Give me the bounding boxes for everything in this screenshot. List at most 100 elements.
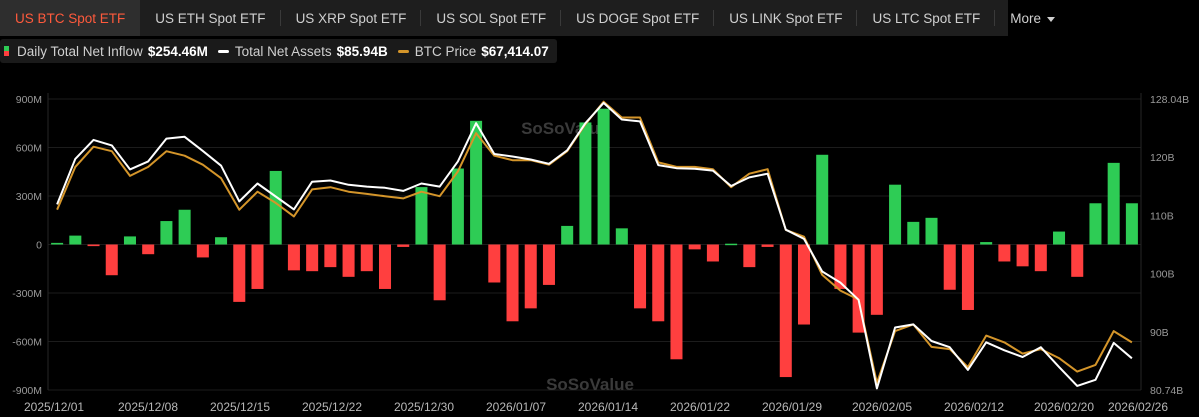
inflow-bar xyxy=(470,120,483,245)
inflow-bar xyxy=(87,244,100,247)
tab-label: US DOGE Spot ETF xyxy=(576,10,700,26)
bar-swatch-icon xyxy=(4,46,9,56)
x-axis-tick: 2026/02/26 xyxy=(1108,400,1168,414)
inflow-bar xyxy=(615,228,628,245)
right-axis-tick: 110B xyxy=(1150,210,1174,222)
left-axis-tick: -900M xyxy=(12,385,42,397)
legend-assets-value: $85.94B xyxy=(336,43,388,59)
inflow-bar xyxy=(725,243,738,246)
tab-us-ltc-spot-etf[interactable]: US LTC Spot ETF xyxy=(857,0,996,36)
inflow-bar xyxy=(597,108,610,245)
tab-divider xyxy=(713,10,715,26)
inflow-bar xyxy=(779,244,792,378)
inflow-bar xyxy=(1089,203,1102,245)
inflow-bar xyxy=(51,242,64,245)
chart-legend: Daily Total Net Inflow $254.46M Total Ne… xyxy=(0,39,557,63)
tab-us-xrp-spot-etf[interactable]: US XRP Spot ETF xyxy=(281,0,422,36)
inflow-bar xyxy=(652,244,665,322)
tab-us-sol-spot-etf[interactable]: US SOL Spot ETF xyxy=(421,0,562,36)
left-axis-tick: 300M xyxy=(16,191,42,203)
inflow-bar xyxy=(451,168,464,245)
inflow-bar xyxy=(433,244,446,301)
x-axis-tick: 2026/02/20 xyxy=(1034,400,1094,414)
etf-flow-chart[interactable]: 900M 600M 300M 0 -300M -600M -900M 128.04B 120B 1… xyxy=(0,80,1199,417)
inflow-bar xyxy=(342,244,355,277)
right-axis-tick: 90B xyxy=(1150,327,1169,339)
inflow-bar xyxy=(1107,162,1120,245)
x-axis-tick: 2026/02/05 xyxy=(852,400,912,414)
tab-divider xyxy=(994,10,996,26)
tab-us-btc-spot-etf[interactable]: US BTC Spot ETF xyxy=(0,0,141,36)
inflow-bar xyxy=(870,244,883,315)
x-axis-tick: 2025/12/30 xyxy=(394,400,454,414)
inflow-bar xyxy=(980,242,993,245)
tab-us-eth-spot-etf[interactable]: US ETH Spot ETF xyxy=(140,0,281,36)
inflow-bar xyxy=(688,244,701,250)
inflow-bar xyxy=(1071,244,1084,277)
right-axis-tick: 120B xyxy=(1150,152,1175,164)
inflow-bar xyxy=(634,244,647,309)
inflow-bar xyxy=(925,217,938,245)
inflow-bar xyxy=(360,244,373,272)
x-axis-tick: 2026/01/29 xyxy=(762,400,822,414)
inflow-bar xyxy=(415,187,428,245)
etf-tab-bar: US BTC Spot ETF US ETH Spot ETF US XRP S… xyxy=(0,0,1056,36)
more-label: More xyxy=(1010,10,1042,26)
tab-label: US ETH Spot ETF xyxy=(155,10,266,26)
x-axis-tick: 2025/12/15 xyxy=(210,400,270,414)
line-swatch-icon xyxy=(217,49,229,53)
tab-divider xyxy=(420,10,422,26)
tab-label: US BTC Spot ETF xyxy=(15,10,126,26)
inflow-bar xyxy=(178,209,191,245)
inflow-bar xyxy=(105,244,118,276)
inflow-bar xyxy=(488,244,501,283)
inflow-bar xyxy=(834,244,847,289)
x-axis-tick: 2025/12/22 xyxy=(302,400,362,414)
inflow-bar xyxy=(251,244,264,289)
legend-assets[interactable]: Total Net Assets $85.94B xyxy=(217,43,388,59)
legend-inflow[interactable]: Daily Total Net Inflow $254.46M xyxy=(4,44,208,59)
line-swatch-icon xyxy=(397,49,409,53)
left-axis-tick: 900M xyxy=(16,94,42,106)
inflow-bar xyxy=(889,184,902,245)
inflow-bar xyxy=(287,244,300,271)
x-axis-tick: 2026/02/12 xyxy=(944,400,1004,414)
left-axis-tick: -300M xyxy=(12,288,42,300)
inflow-bar xyxy=(943,244,956,290)
inflow-bar xyxy=(269,170,282,245)
inflow-bar xyxy=(743,244,756,268)
legend-price-label: BTC Price xyxy=(414,43,477,59)
tab-label: US LTC Spot ETF xyxy=(872,10,981,26)
inflow-bar xyxy=(524,244,537,309)
inflow-bar xyxy=(196,244,209,258)
inflow-bar xyxy=(123,236,136,245)
tab-us-doge-spot-etf[interactable]: US DOGE Spot ETF xyxy=(561,0,715,36)
inflow-bar xyxy=(142,244,155,255)
x-axis-tick: 2026/01/22 xyxy=(670,400,730,414)
x-axis-tick: 2025/12/08 xyxy=(118,400,178,414)
legend-inflow-label: Daily Total Net Inflow xyxy=(17,43,143,59)
inflow-bar xyxy=(579,122,592,245)
inflow-bar xyxy=(961,244,974,310)
legend-price[interactable]: BTC Price $67,414.07 xyxy=(397,43,549,59)
right-axis-tick: 100B xyxy=(1150,269,1175,281)
left-axis-tick: 600M xyxy=(16,143,42,155)
inflow-bar xyxy=(706,244,719,262)
inflow-bar xyxy=(506,244,519,322)
inflow-bar xyxy=(1125,203,1138,245)
inflow-bar xyxy=(215,237,228,245)
chevron-down-icon xyxy=(1047,16,1056,22)
tab-us-link-spot-etf[interactable]: US LINK Spot ETF xyxy=(714,0,858,36)
more-dropdown[interactable]: More xyxy=(995,0,1070,36)
watermark-text: SoSoValue xyxy=(546,375,634,394)
inflow-bar xyxy=(670,244,683,360)
watermark-text: SoSoValue xyxy=(521,119,609,138)
inflow-bar xyxy=(1016,244,1029,267)
inflow-bar xyxy=(160,221,173,245)
legend-inflow-value: $254.46M xyxy=(147,43,208,59)
x-axis-tick: 2026/01/14 xyxy=(578,400,638,414)
net-assets-line xyxy=(56,101,1133,390)
right-axis-tick: 80.74B xyxy=(1150,385,1183,397)
tab-divider xyxy=(279,10,281,26)
tab-label: US XRP Spot ETF xyxy=(295,10,407,26)
